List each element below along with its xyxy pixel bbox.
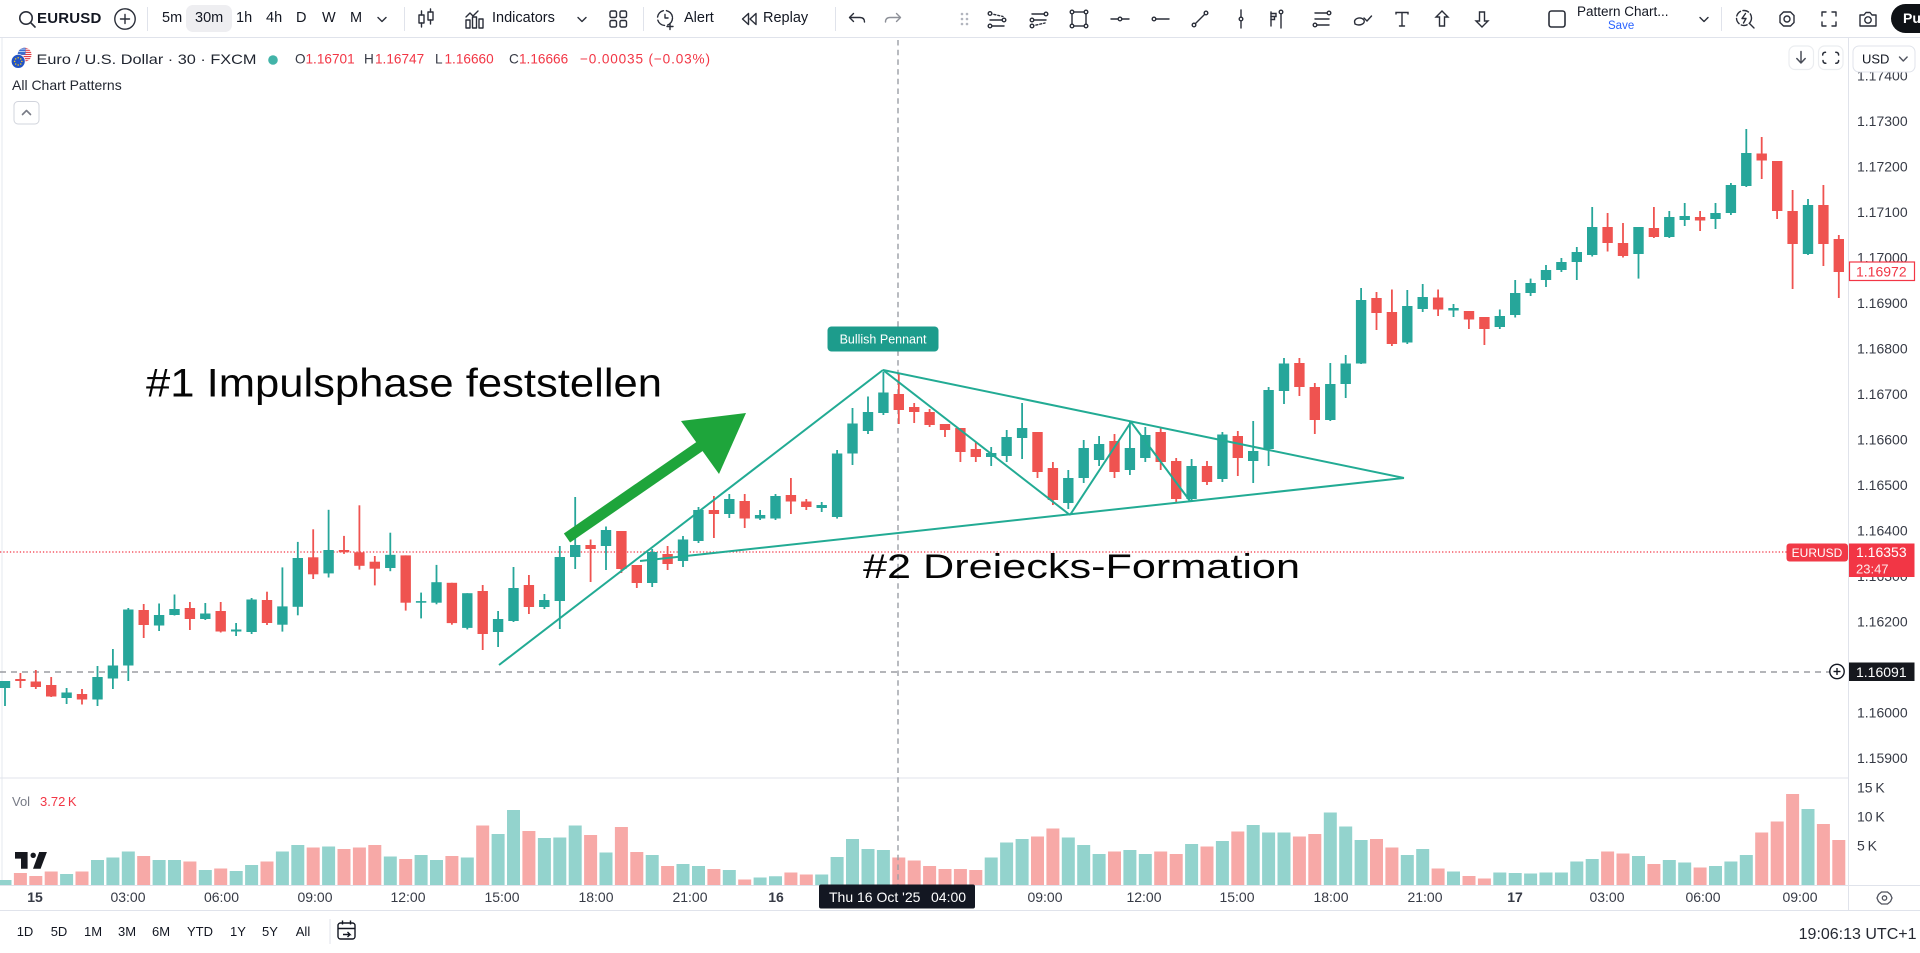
svg-text:17: 17 [1507, 889, 1523, 905]
svg-text:06:00: 06:00 [1685, 889, 1720, 905]
svg-text:18:00: 18:00 [1313, 889, 1348, 905]
svg-text:5Y: 5Y [262, 924, 278, 939]
svg-text:1.15900: 1.15900 [1857, 750, 1908, 766]
svg-text:All Chart Patterns: All Chart Patterns [12, 77, 122, 93]
svg-text:1.16800: 1.16800 [1857, 341, 1908, 357]
svg-text:03:00: 03:00 [1589, 889, 1624, 905]
svg-text:1.16701: 1.16701 [306, 52, 355, 67]
svg-text:5 K: 5 K [1857, 838, 1878, 854]
svg-text:1.16400: 1.16400 [1857, 523, 1908, 539]
svg-text:1.16600: 1.16600 [1857, 432, 1908, 448]
svg-text:09:00: 09:00 [297, 889, 332, 905]
svg-text:1.17100: 1.17100 [1857, 204, 1908, 220]
svg-text:1M: 1M [84, 924, 102, 939]
svg-text:1D: 1D [17, 924, 34, 939]
svg-text:16: 16 [768, 889, 784, 905]
svg-text:Thu 16 Oct '25: Thu 16 Oct '25 [829, 889, 921, 905]
svg-text:06:00: 06:00 [204, 889, 239, 905]
svg-text:23:47: 23:47 [1856, 562, 1889, 577]
svg-text:5D: 5D [51, 924, 68, 939]
svg-text:1.16900: 1.16900 [1857, 295, 1908, 311]
svg-text:12:00: 12:00 [1126, 889, 1161, 905]
svg-text:YTD: YTD [187, 924, 213, 939]
svg-text:H: H [364, 52, 374, 67]
svg-text:1.16666: 1.16666 [519, 52, 568, 67]
svg-text:#2 Dreiecks-Formation: #2 Dreiecks-Formation [863, 548, 1300, 586]
svg-text:Euro / U.S. Dollar · 30 · FXCM: Euro / U.S. Dollar · 30 · FXCM [37, 51, 257, 67]
svg-text:1.17200: 1.17200 [1857, 159, 1908, 175]
svg-text:3M: 3M [118, 924, 136, 939]
svg-text:15:00: 15:00 [1219, 889, 1254, 905]
svg-text:1Y: 1Y [230, 924, 246, 939]
svg-text:1.16700: 1.16700 [1857, 386, 1908, 402]
svg-text:3.72 K: 3.72 K [40, 794, 77, 809]
svg-text:1.16000: 1.16000 [1857, 705, 1908, 721]
svg-text:1.16353: 1.16353 [1856, 544, 1907, 560]
svg-text:09:00: 09:00 [1027, 889, 1062, 905]
svg-text:1.16500: 1.16500 [1857, 477, 1908, 493]
svg-text:1.16747: 1.16747 [375, 52, 424, 67]
svg-text:21:00: 21:00 [1407, 889, 1442, 905]
svg-text:1.16972: 1.16972 [1856, 264, 1907, 280]
svg-text:1.16660: 1.16660 [445, 52, 495, 67]
svg-text:−0.00035 (−0.03%): −0.00035 (−0.03%) [580, 52, 710, 67]
svg-text:1.16091: 1.16091 [1856, 664, 1907, 680]
svg-text:12:00: 12:00 [390, 889, 425, 905]
svg-text:21:00: 21:00 [672, 889, 707, 905]
svg-text:All: All [296, 924, 311, 939]
svg-text:Vol: Vol [12, 794, 30, 809]
svg-text:15: 15 [27, 889, 43, 905]
svg-text:USD: USD [1862, 52, 1889, 67]
svg-text:04:00: 04:00 [931, 889, 966, 905]
svg-text:EURUSD: EURUSD [1792, 546, 1843, 560]
svg-text:03:00: 03:00 [110, 889, 145, 905]
svg-text:18:00: 18:00 [578, 889, 613, 905]
svg-text:6M: 6M [152, 924, 170, 939]
svg-text:Bullish Pennant: Bullish Pennant [840, 333, 927, 347]
svg-text:15 K: 15 K [1857, 780, 1885, 796]
svg-text:L: L [435, 52, 443, 67]
svg-text:C: C [509, 52, 519, 67]
svg-text:10 K: 10 K [1857, 809, 1885, 825]
svg-text:#1 Impulsphase feststellen: #1 Impulsphase feststellen [146, 362, 662, 406]
svg-text:1.17300: 1.17300 [1857, 113, 1908, 129]
svg-text:15:00: 15:00 [484, 889, 519, 905]
svg-text:1.16200: 1.16200 [1857, 614, 1908, 630]
svg-text:O: O [295, 52, 306, 67]
svg-text:19:06:13 UTC+1: 19:06:13 UTC+1 [1799, 926, 1917, 943]
svg-text:09:00: 09:00 [1782, 889, 1817, 905]
